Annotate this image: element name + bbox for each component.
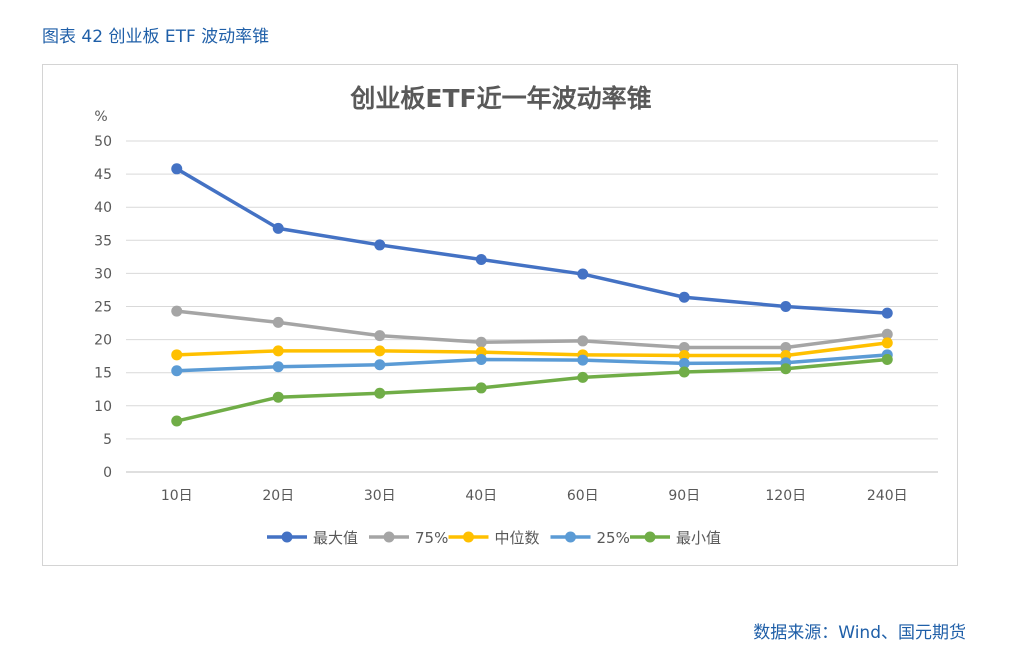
data-point — [881, 328, 893, 340]
y-tick-label: 50 — [94, 134, 112, 150]
x-tick-label: 90日 — [668, 488, 700, 504]
series-line — [175, 341, 889, 358]
legend-item: 75% — [369, 529, 448, 547]
y-tick-label: 40 — [94, 200, 112, 216]
data-point — [272, 222, 284, 234]
data-point — [272, 345, 284, 357]
data-point — [272, 361, 284, 373]
data-point — [475, 336, 487, 348]
y-tick-label: 10 — [94, 399, 112, 415]
x-tick-label: 60日 — [567, 488, 599, 504]
y-tick-label: 25 — [94, 300, 112, 316]
data-point — [780, 342, 792, 354]
legend-item: 最大值 — [267, 529, 358, 547]
source-note: 数据来源：Wind、国元期货 — [753, 623, 966, 643]
data-point — [374, 239, 386, 251]
data-point — [374, 359, 386, 371]
data-point — [171, 305, 183, 317]
data-point — [475, 253, 487, 265]
legend-marker — [383, 531, 395, 543]
legend-marker — [463, 531, 474, 543]
volatility-cone-chart: 创业板ETF近一年波动率锥 % 0 5 10 15 20 25 30 35 40 45 50 10日… — [94, 84, 938, 547]
y-tick-label: 5 — [103, 432, 112, 448]
x-tick-label: 240日 — [867, 488, 908, 504]
x-tick-label: 120日 — [765, 488, 806, 504]
data-point — [577, 354, 589, 366]
figure-caption: 图表 42 创业板 ETF 波动率锥 — [42, 27, 270, 47]
data-point — [881, 307, 893, 319]
legend: 最大值 75% 中位数 25% 最小值 — [267, 529, 721, 547]
data-point — [272, 391, 284, 403]
y-tick-label: 35 — [94, 233, 112, 249]
legend-item: 25% — [550, 529, 630, 547]
data-point — [881, 337, 893, 349]
legend-item: 最小值 — [630, 529, 721, 547]
series-line — [175, 357, 889, 423]
series-line — [175, 353, 889, 373]
legend-label: 中位数 — [495, 529, 540, 547]
y-tick-label: 15 — [94, 366, 112, 382]
x-tick-label: 20日 — [262, 488, 294, 504]
data-point — [678, 366, 690, 378]
data-point — [577, 335, 589, 347]
data-point — [272, 316, 284, 328]
series-line — [175, 309, 889, 350]
series-最大值 — [171, 163, 893, 319]
series-group — [171, 163, 893, 427]
data-point — [780, 363, 792, 375]
legend-marker — [565, 531, 576, 543]
y-axis-ticks: 0 5 10 15 20 25 30 35 40 45 50 — [94, 134, 112, 481]
legend-label: 75% — [415, 529, 448, 547]
y-tick-label: 20 — [94, 333, 112, 349]
series-25% — [171, 349, 893, 377]
data-point — [577, 268, 589, 280]
series-最小值 — [171, 353, 893, 427]
data-point — [577, 371, 589, 383]
x-tick-label: 10日 — [161, 488, 193, 504]
legend-label: 25% — [597, 529, 630, 547]
legend-label: 最小值 — [676, 529, 721, 547]
data-point — [171, 415, 183, 427]
chart-container: 创业板ETF近一年波动率锥 % 0 5 10 15 20 25 30 35 40 45 50 10日… — [42, 64, 958, 566]
data-point — [678, 357, 690, 369]
data-point — [780, 301, 792, 312]
series-line — [175, 167, 889, 315]
data-point — [678, 291, 690, 303]
x-tick-label: 30日 — [364, 488, 396, 504]
legend-label: 最大值 — [313, 529, 358, 547]
x-axis-ticks: 10日 20日 30日 40日 60日 90日 120日 240日 — [161, 488, 908, 504]
chart-title: 创业板ETF近一年波动率锥 — [349, 84, 651, 113]
series-75% — [171, 305, 893, 354]
legend-item: 中位数 — [448, 529, 540, 547]
data-point — [374, 345, 386, 357]
data-point — [475, 353, 487, 365]
data-point — [374, 330, 386, 342]
x-tick-label: 40日 — [465, 488, 497, 504]
y-tick-label: 45 — [94, 167, 112, 183]
data-point — [881, 353, 893, 365]
data-point — [678, 342, 690, 354]
y-axis-unit-label: % — [94, 109, 107, 125]
legend-marker — [644, 531, 656, 543]
y-tick-label: 30 — [94, 266, 112, 282]
data-point — [171, 349, 183, 361]
data-point — [171, 365, 183, 377]
data-point — [678, 349, 690, 361]
data-point — [171, 163, 183, 175]
y-tick-label: 0 — [103, 465, 112, 481]
data-point — [374, 387, 386, 399]
legend-marker — [281, 531, 293, 543]
gridlines — [126, 140, 938, 473]
data-point — [475, 382, 487, 394]
